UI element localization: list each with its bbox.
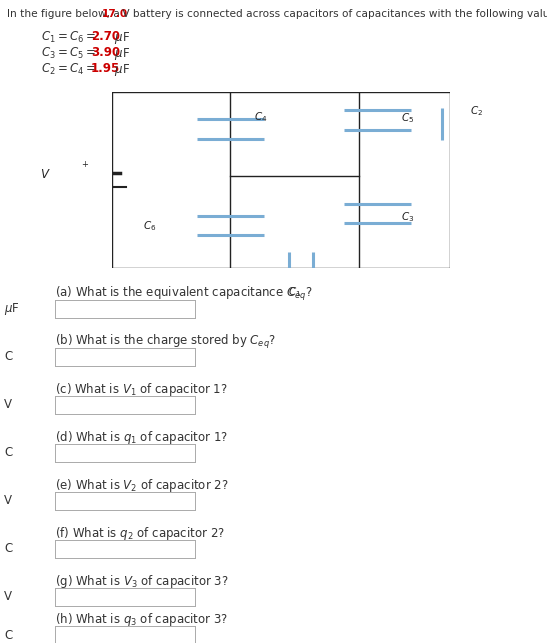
Text: In the figure below, a: In the figure below, a	[7, 9, 123, 19]
Text: (a) What is the equivalent capacitance $C_{eq}$?: (a) What is the equivalent capacitance $…	[55, 285, 313, 303]
Text: V: V	[4, 494, 13, 507]
Text: $V$: $V$	[40, 168, 51, 181]
Text: $C_5$: $C_5$	[401, 111, 414, 125]
Text: (b) What is the charge stored by $C_{eq}$?: (b) What is the charge stored by $C_{eq}…	[55, 333, 276, 351]
Text: V battery is connected across capacitors of capacitances with the following valu: V battery is connected across capacitors…	[119, 9, 547, 19]
Text: $\mu$F: $\mu$F	[111, 62, 130, 78]
Text: (e) What is $V_2$ of capacitor 2?: (e) What is $V_2$ of capacitor 2?	[55, 477, 229, 494]
Text: 3.90: 3.90	[91, 46, 120, 59]
Text: C: C	[4, 543, 13, 556]
Text: $C_6$: $C_6$	[143, 219, 156, 233]
Text: C: C	[4, 350, 13, 363]
Text: (h) What is $q_3$ of capacitor 3?: (h) What is $q_3$ of capacitor 3?	[55, 611, 228, 628]
Text: (c) What is $V_1$ of capacitor 1?: (c) What is $V_1$ of capacitor 1?	[55, 381, 228, 398]
Text: $C_3$: $C_3$	[401, 210, 414, 224]
Text: 17.0: 17.0	[102, 9, 128, 19]
Text: $C_4$: $C_4$	[254, 110, 267, 123]
Text: V: V	[4, 590, 13, 604]
Text: V: V	[4, 399, 13, 412]
Text: $\mu$F: $\mu$F	[4, 301, 20, 317]
Text: 2.70: 2.70	[91, 30, 120, 43]
Text: $C_2 = C_4 = $: $C_2 = C_4 = $	[41, 62, 96, 77]
Text: (d) What is $q_1$ of capacitor 1?: (d) What is $q_1$ of capacitor 1?	[55, 429, 228, 446]
Text: $C_1 = C_6 = $: $C_1 = C_6 = $	[41, 30, 96, 45]
Text: $C_3 = C_5 = $: $C_3 = C_5 = $	[41, 46, 96, 61]
Text: 1.95: 1.95	[91, 62, 120, 75]
Text: $C_1$: $C_1$	[288, 285, 301, 300]
Text: $C_2$: $C_2$	[470, 104, 484, 118]
Text: (g) What is $V_3$ of capacitor 3?: (g) What is $V_3$ of capacitor 3?	[55, 573, 229, 590]
Text: (f) What is $q_2$ of capacitor 2?: (f) What is $q_2$ of capacitor 2?	[55, 525, 225, 542]
Text: C: C	[4, 446, 13, 460]
Text: $\mu$F: $\mu$F	[111, 30, 130, 46]
Text: $\mu$F: $\mu$F	[111, 46, 130, 62]
Text: +: +	[82, 161, 89, 170]
Text: C: C	[4, 628, 13, 642]
